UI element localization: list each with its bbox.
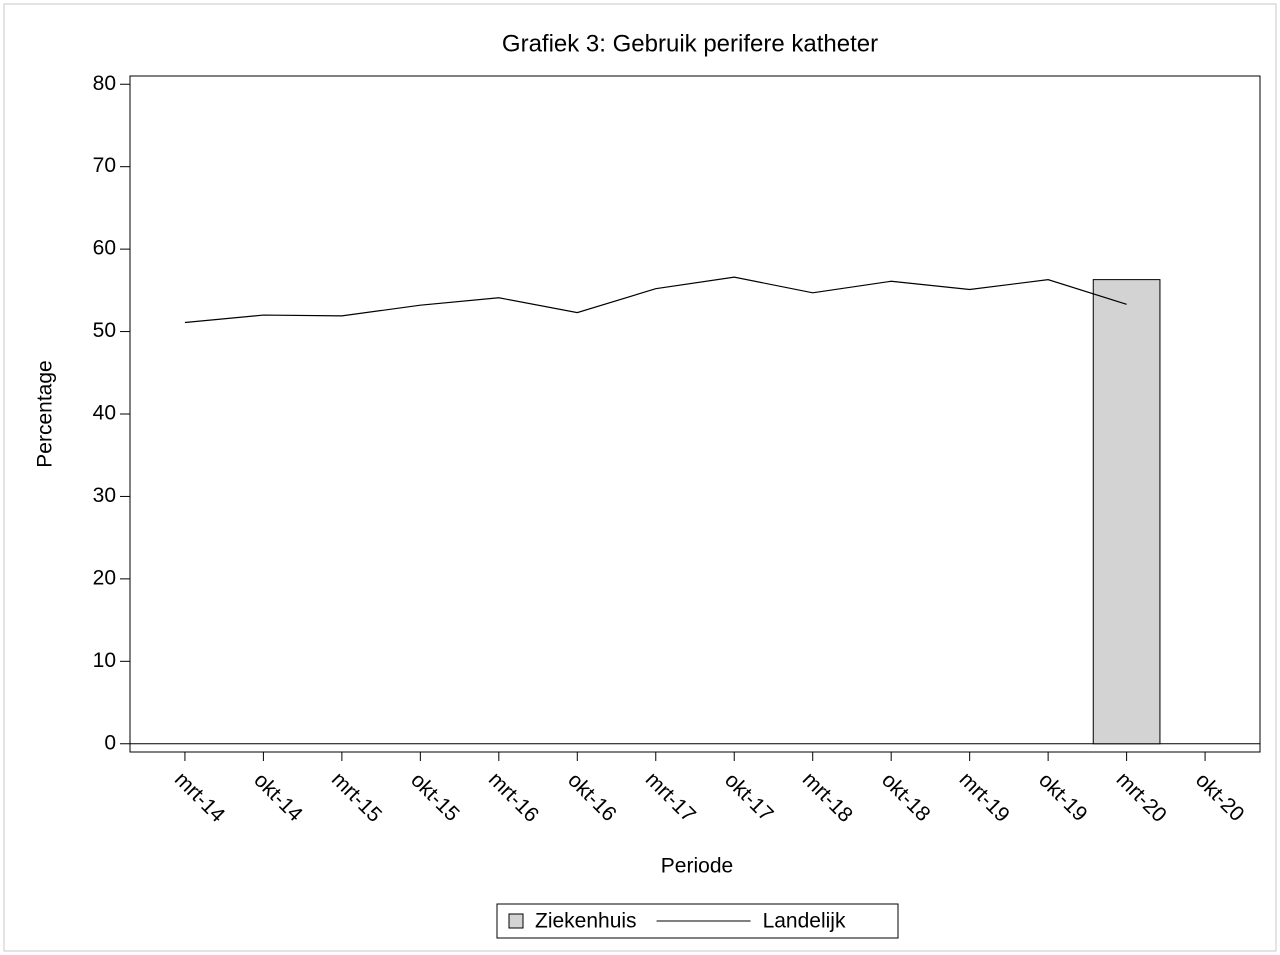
x-axis-label: Periode — [661, 855, 733, 878]
y-tick-label: 30 — [93, 484, 116, 507]
legend-label: Ziekenhuis — [535, 910, 637, 933]
legend-box — [496, 903, 899, 939]
legend-label: Landelijk — [763, 910, 846, 933]
y-axis-label: Percentage — [34, 360, 57, 467]
y-tick-label: 10 — [93, 649, 116, 672]
frame — [3, 3, 1277, 952]
y-tick-label: 20 — [93, 566, 116, 589]
y-tick-label: 50 — [93, 319, 116, 342]
line — [184, 276, 1127, 324]
y-tick-label: 70 — [93, 154, 116, 177]
y-tick-label: 60 — [93, 237, 116, 260]
chart-title: Grafiek 3: Gebruik perifere katheter — [502, 30, 878, 57]
bar — [1092, 279, 1161, 745]
y-tick-label: 0 — [104, 731, 116, 754]
legend: Ziekenhuis Landelijk — [496, 903, 899, 939]
y-tick-label: 40 — [93, 402, 116, 425]
legend-swatch — [508, 913, 524, 929]
y-tick-label: 80 — [93, 72, 116, 95]
